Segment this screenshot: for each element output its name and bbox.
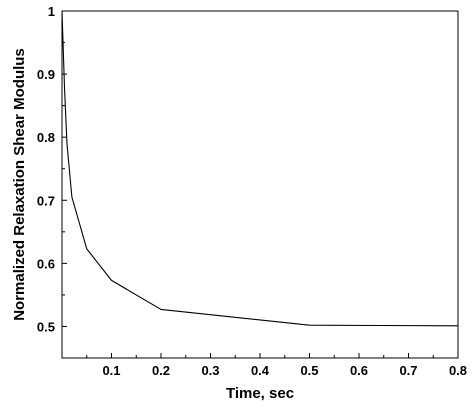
axis-ticks <box>62 10 459 358</box>
y-tick-label: 0.5 <box>37 319 55 334</box>
x-tick-label: 0.5 <box>300 363 318 378</box>
tick-labels: 0.1 0.2 0.3 0.4 0.5 0.6 0.7 0.8 0.5 0.6 0.7 0.8 0.9 1 <box>37 4 467 378</box>
x-tick-label: 0.8 <box>449 363 467 378</box>
x-tick-label: 0.3 <box>201 363 219 378</box>
x-tick-label: 0.2 <box>152 363 170 378</box>
series-layer <box>61 10 459 327</box>
y-tick-label: 0.9 <box>37 67 55 82</box>
y-tick-label: 1 <box>48 4 55 19</box>
series-line-0 <box>61 10 459 327</box>
y-tick-label: 0.8 <box>37 130 55 145</box>
y-axis-title: Normalized Relaxation Shear Modulus <box>11 48 28 321</box>
plot-frame <box>61 10 459 359</box>
x-tick-label: 0.4 <box>251 363 270 378</box>
x-tick-label: 0.6 <box>350 363 368 378</box>
y-tick-label: 0.7 <box>37 193 55 208</box>
x-axis-title: Time, sec <box>226 385 294 402</box>
x-tick-label: 0.7 <box>399 363 417 378</box>
x-tick-label: 0.1 <box>102 363 120 378</box>
y-tick-label: 0.6 <box>37 256 55 271</box>
